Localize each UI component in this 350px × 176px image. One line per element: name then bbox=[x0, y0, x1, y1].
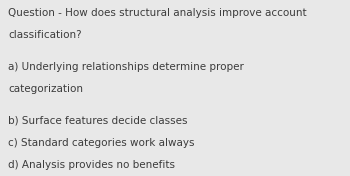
Text: d) Analysis provides no benefits: d) Analysis provides no benefits bbox=[8, 160, 175, 170]
Text: a) Underlying relationships determine proper: a) Underlying relationships determine pr… bbox=[8, 62, 244, 72]
Text: categorization: categorization bbox=[8, 84, 83, 94]
Text: b) Surface features decide classes: b) Surface features decide classes bbox=[8, 116, 188, 126]
Text: c) Standard categories work always: c) Standard categories work always bbox=[8, 138, 195, 148]
Text: classification?: classification? bbox=[8, 30, 82, 40]
Text: Question - How does structural analysis improve account: Question - How does structural analysis … bbox=[8, 8, 307, 18]
